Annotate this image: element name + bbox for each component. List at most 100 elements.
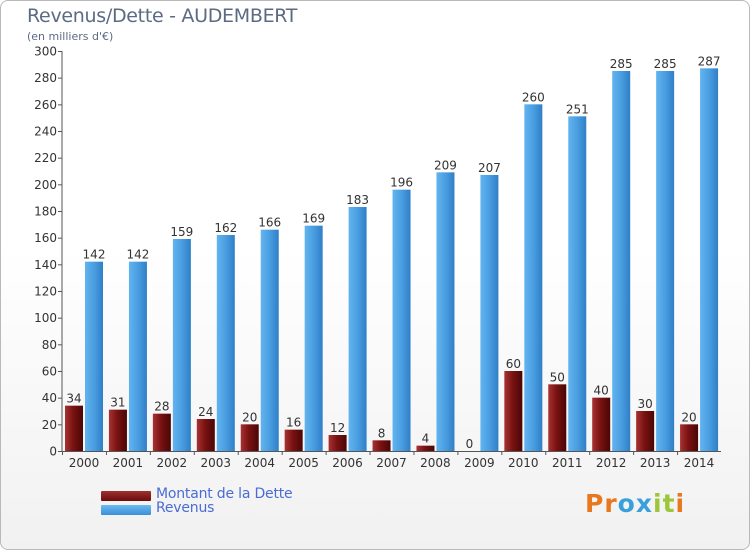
data-label-revenue: 159 (170, 225, 193, 239)
data-label-debt: 12 (330, 421, 345, 435)
data-label-revenue: 162 (214, 221, 237, 235)
bar-debt (592, 397, 611, 451)
chart-subtitle: (en milliers d'€) (27, 30, 114, 43)
bar-revenue (348, 207, 367, 451)
logo-letter: P (585, 489, 605, 518)
bar-revenue (216, 235, 235, 451)
bar-revenue (524, 104, 543, 451)
x-tick-label: 2012 (596, 456, 627, 470)
data-label-debt: 40 (594, 384, 609, 398)
y-tick-label: 180 (34, 205, 57, 219)
data-label-debt: 16 (286, 416, 301, 430)
y-tick-label: 20 (42, 418, 57, 432)
x-tick-label: 2013 (640, 456, 671, 470)
y-tick-label: 40 (42, 391, 57, 405)
y-tick-label: 120 (34, 285, 57, 299)
y-tick-label: 80 (42, 338, 57, 352)
y-tick-label: 140 (34, 258, 57, 272)
bar-revenue (392, 189, 411, 451)
data-label-debt: 4 (422, 432, 430, 446)
bar-debt (108, 409, 127, 451)
bar-debt (284, 429, 303, 451)
bar-revenue (128, 261, 147, 451)
data-label-revenue: 260 (522, 90, 545, 104)
bar-debt (152, 413, 171, 451)
data-label-revenue: 285 (654, 57, 677, 71)
chart-title: Revenus/Dette - AUDEMBERT (27, 5, 298, 27)
data-label-revenue: 142 (83, 248, 106, 262)
bars (65, 68, 719, 452)
x-tick-label: 2006 (332, 456, 363, 470)
data-label-debt: 34 (66, 392, 81, 406)
data-label-revenue: 169 (302, 212, 325, 226)
legend-label-debt: Montant de la Dette (156, 486, 293, 502)
bar-revenue (700, 68, 719, 451)
legend-item-revenue: Revenus (101, 500, 214, 517)
logo-letter: x (635, 489, 653, 518)
bar-debt (636, 411, 655, 451)
y-tick-label: 60 (42, 365, 57, 379)
y-tick-label: 260 (34, 98, 57, 112)
data-label-revenue: 183 (346, 193, 369, 207)
y-tick-label: 240 (34, 125, 57, 139)
data-label-debt: 0 (466, 437, 474, 451)
bar-revenue (85, 261, 103, 451)
y-tick-label: 280 (34, 71, 57, 85)
x-tick-label: 2009 (464, 456, 495, 470)
x-tick-label: 2007 (376, 456, 407, 470)
x-tick-label: 2005 (288, 456, 319, 470)
bar-revenue (260, 229, 279, 451)
axes: 0204060801001201401601802002202402602803… (34, 45, 721, 470)
data-label-debt: 20 (681, 410, 696, 424)
legend-swatch-debt (101, 491, 151, 501)
logo-letter: i (675, 489, 686, 518)
data-label-debt: 31 (110, 396, 125, 410)
x-tick-label: 2014 (684, 456, 715, 470)
proxiti-logo: Proxiti (585, 489, 685, 518)
data-label-debt: 50 (550, 370, 565, 384)
x-tick-label: 2010 (508, 456, 539, 470)
y-tick-label: 160 (34, 231, 57, 245)
bar-revenue (568, 116, 587, 451)
legend-item-debt: Montant de la Dette (101, 486, 293, 503)
legend-swatch-revenue (101, 505, 151, 515)
bar-revenue (480, 175, 499, 451)
bar-debt (680, 424, 699, 451)
data-label-revenue: 287 (698, 54, 721, 68)
x-tick-label: 2004 (244, 456, 275, 470)
data-label-revenue: 207 (478, 161, 501, 175)
bar-debt (240, 424, 259, 451)
logo-letter: i (653, 489, 663, 518)
logo-letter: t (662, 489, 676, 518)
bar-debt (548, 384, 567, 451)
bar-debt (196, 419, 215, 451)
y-tick-label: 100 (34, 311, 57, 325)
y-tick-label: 200 (34, 178, 57, 192)
data-label-debt: 20 (242, 410, 257, 424)
data-label-revenue: 209 (434, 158, 457, 172)
bar-revenue (612, 71, 631, 451)
x-tick-label: 2008 (420, 456, 451, 470)
x-tick-label: 2002 (157, 456, 188, 470)
data-label-debt: 30 (637, 397, 652, 411)
bar-revenue (304, 225, 323, 451)
x-tick-label: 2011 (552, 456, 583, 470)
data-label-debt: 60 (506, 357, 521, 371)
y-tick-label: 0 (49, 445, 57, 459)
data-label-revenue: 251 (566, 102, 589, 116)
bar-revenue (656, 71, 675, 451)
bar-revenue (436, 172, 455, 452)
x-tick-label: 2003 (200, 456, 231, 470)
logo-letter: r (604, 489, 618, 518)
bar-debt (328, 435, 347, 451)
legend-label-revenue: Revenus (156, 500, 215, 516)
data-label-revenue: 196 (390, 176, 413, 190)
y-tick-label: 300 (34, 45, 57, 59)
logo-letter: o (617, 489, 636, 518)
bar-debt (504, 371, 523, 451)
data-label-debt: 28 (154, 400, 169, 414)
bar-revenue (172, 239, 191, 451)
data-label-debt: 24 (198, 405, 213, 419)
